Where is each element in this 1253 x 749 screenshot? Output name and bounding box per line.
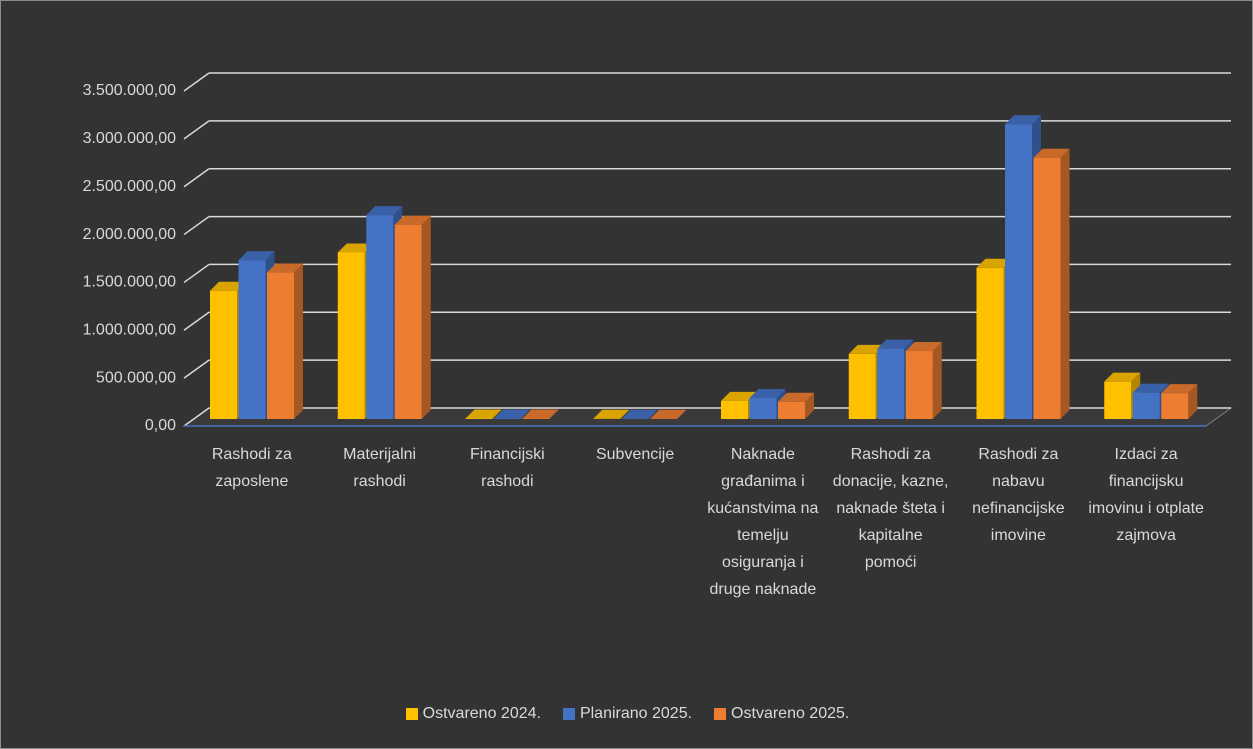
- x-tick-label: Rashodi za nabavu nefinancijske imovine: [972, 446, 1065, 544]
- bar-side: [421, 215, 431, 419]
- bar: [1104, 381, 1132, 419]
- bar-top: [522, 409, 559, 419]
- bar-side: [521, 409, 530, 419]
- x-tick-label: Rashodi za zaposlene: [211, 446, 292, 490]
- y-tick-label: 500.000,00: [96, 369, 176, 386]
- x-tick-label: Financijski rashodi: [470, 446, 545, 490]
- grid-line: [183, 72, 210, 92]
- bar-top: [494, 409, 530, 419]
- bar: [238, 260, 266, 419]
- bar-side: [620, 409, 630, 419]
- legend-swatch: [562, 708, 575, 720]
- bar: [394, 224, 422, 419]
- bar-top: [593, 409, 630, 419]
- bar-top: [650, 409, 687, 419]
- grid-line: [183, 120, 210, 140]
- bar: [1161, 393, 1189, 419]
- x-tick-label: Izdaci za financijsku imovinu i otplate …: [1088, 446, 1204, 544]
- bar-top: [905, 342, 942, 352]
- bar-top: [877, 339, 914, 349]
- bar: [1132, 392, 1160, 419]
- y-tick-label: 3.000.000,00: [83, 130, 177, 147]
- x-tick-label: Materijalni rashodi: [343, 446, 417, 490]
- bar-top: [721, 391, 757, 401]
- grid-line: [183, 359, 210, 379]
- bar: [976, 267, 1004, 419]
- x-tick-label: Naknade građanima i kućanstvima na temel…: [707, 446, 819, 598]
- bar-side: [677, 409, 687, 419]
- y-tick-label: 3.500.000,00: [83, 82, 177, 99]
- bar-top: [1005, 115, 1041, 125]
- bar-top: [778, 392, 814, 402]
- bar-top: [465, 409, 502, 419]
- legend-item: Ostvareno 2025.: [714, 705, 849, 723]
- legend-label: Ostvareno 2024.: [422, 705, 541, 722]
- grid-line: [183, 311, 210, 331]
- bar-side: [549, 409, 559, 419]
- bar-top: [238, 251, 275, 261]
- bar-top: [267, 263, 303, 273]
- bar: [721, 400, 748, 419]
- legend: Ostvareno 2024. Planirano 2025. Ostvareno …: [1, 705, 1252, 723]
- y-tick-label: 1.000.000,00: [83, 322, 177, 339]
- bar-side: [1188, 384, 1198, 419]
- legend-swatch: [405, 708, 418, 720]
- y-tick-label: 2.500.000,00: [83, 178, 177, 195]
- bar-top: [337, 243, 374, 253]
- bar-top: [1161, 384, 1198, 394]
- bar: [905, 351, 933, 419]
- grid-line: [183, 407, 210, 427]
- bar: [778, 401, 805, 419]
- y-tick-label: 2.000.000,00: [83, 226, 177, 243]
- bar: [1033, 157, 1061, 419]
- bar-top: [366, 206, 403, 216]
- bar-top: [1104, 372, 1141, 382]
- bar-side: [805, 392, 814, 419]
- legend-swatch: [714, 708, 727, 720]
- x-tick-label: Subvencije: [595, 446, 675, 463]
- legend-label: Planirano 2025.: [579, 705, 693, 722]
- bar-top: [1132, 383, 1169, 393]
- grid-line: [183, 263, 210, 284]
- bar-top: [749, 388, 786, 398]
- bar: [366, 215, 394, 419]
- bar-top: [848, 344, 885, 354]
- bar-top: [976, 258, 1013, 268]
- bar: [848, 353, 876, 419]
- bar-side: [932, 342, 942, 419]
- bar-side: [1060, 148, 1070, 419]
- legend-item: Planirano 2025.: [562, 705, 693, 723]
- bar-side: [294, 263, 303, 419]
- bar: [267, 272, 294, 419]
- bar-top: [394, 215, 431, 225]
- bar-top: [1033, 148, 1070, 158]
- grid-line: [183, 215, 210, 236]
- legend-item: Ostvareno 2024.: [405, 705, 541, 723]
- bar: [1005, 124, 1032, 419]
- bar: [749, 397, 777, 419]
- y-tick-label: 1.500.000,00: [83, 274, 177, 291]
- bar: [210, 290, 237, 419]
- x-tick-label: Rashodi za donacije, kazne, naknade štet…: [832, 446, 949, 571]
- legend-label: Ostvareno 2025.: [731, 705, 850, 722]
- grid-line: [183, 168, 210, 188]
- bar-side: [648, 409, 658, 419]
- bar-top: [210, 281, 246, 291]
- bar-side: [492, 409, 502, 419]
- bar: [337, 252, 365, 419]
- bar: [877, 348, 905, 419]
- bar-top: [621, 409, 658, 419]
- y-tick-label: 0,00: [145, 417, 176, 434]
